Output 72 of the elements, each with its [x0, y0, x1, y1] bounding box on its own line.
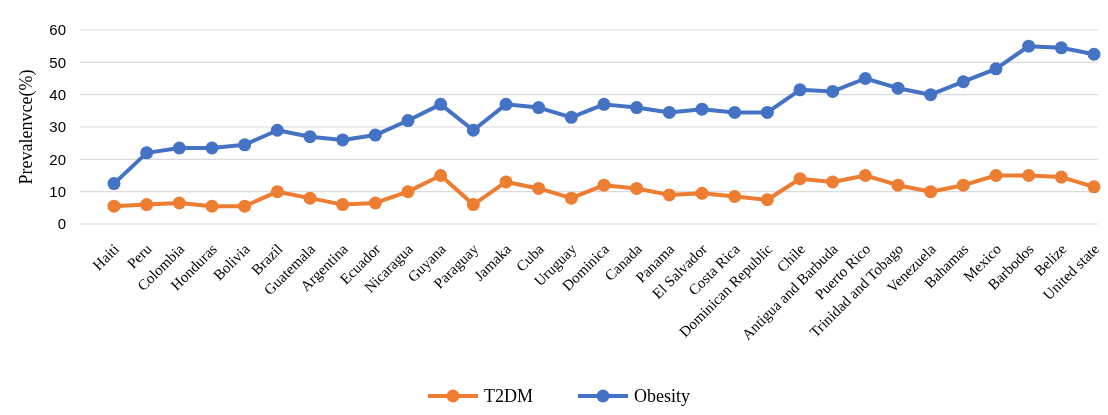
point [597, 178, 611, 192]
y-tick-label: 0 [57, 215, 66, 233]
point [532, 181, 546, 195]
point [826, 84, 840, 98]
point [858, 72, 872, 85]
point [499, 175, 513, 189]
y-tick-label: 40 [49, 85, 66, 103]
point [368, 196, 382, 210]
point [172, 196, 186, 210]
y-tick-label: 10 [49, 182, 66, 200]
point [1087, 180, 1101, 194]
point [401, 185, 415, 199]
point [728, 105, 742, 119]
point [107, 199, 121, 213]
point [368, 128, 382, 142]
point [1022, 39, 1036, 53]
point [662, 188, 676, 202]
point [336, 133, 350, 147]
y-axis-title: Prevalenvce(%) [16, 69, 37, 185]
point [107, 177, 121, 191]
point [336, 198, 350, 212]
point [989, 169, 1003, 182]
y-tick-label: 30 [49, 118, 66, 136]
point [662, 105, 676, 119]
point [238, 199, 252, 213]
point [924, 185, 938, 199]
point [1054, 170, 1068, 184]
point [434, 169, 448, 182]
point [891, 178, 905, 192]
point [1022, 169, 1036, 182]
point [597, 97, 611, 111]
point [956, 178, 970, 192]
point [728, 190, 742, 204]
point [172, 141, 186, 155]
point [1087, 47, 1101, 61]
point [238, 138, 252, 152]
point [630, 181, 644, 195]
legend-label: Obesity [634, 386, 690, 407]
point [1054, 41, 1068, 55]
point [826, 175, 840, 189]
point [956, 75, 970, 89]
point [630, 101, 644, 115]
point [466, 123, 480, 137]
point [466, 198, 480, 212]
point [695, 102, 709, 116]
point [858, 169, 872, 182]
y-tick-label: 20 [49, 150, 66, 168]
point [793, 172, 807, 186]
point [564, 110, 578, 124]
point [205, 141, 219, 155]
point [270, 185, 284, 199]
point [205, 199, 219, 213]
point [499, 97, 513, 111]
point [401, 114, 415, 128]
point [891, 81, 905, 95]
point [564, 191, 578, 205]
point [760, 105, 774, 119]
point [989, 62, 1003, 76]
point [793, 83, 807, 97]
point [695, 186, 709, 200]
y-tick-label: 50 [49, 53, 66, 71]
point [140, 198, 154, 212]
y-tick-label: 60 [49, 21, 66, 39]
point [270, 123, 284, 137]
legend-label: T2DM [484, 386, 533, 407]
point [924, 88, 938, 102]
point [303, 191, 317, 205]
point [532, 101, 546, 115]
point [140, 146, 154, 160]
point [303, 130, 317, 144]
point [434, 97, 448, 111]
point [760, 193, 774, 207]
